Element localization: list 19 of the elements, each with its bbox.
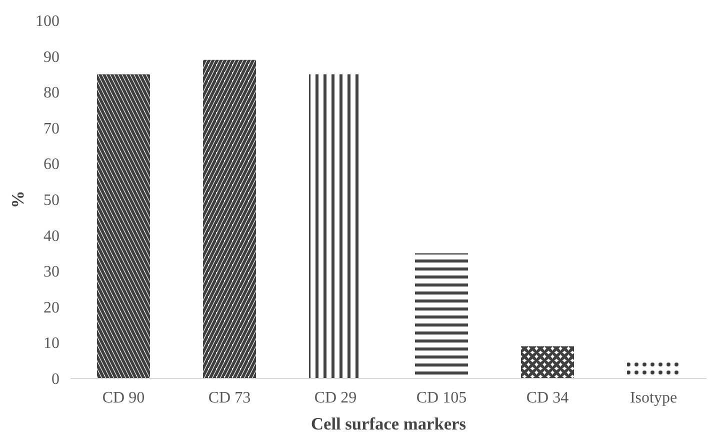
x-tick-label: CD 105 (416, 390, 467, 406)
y-axis-title: % (8, 190, 28, 208)
x-tick-label: CD 90 (102, 390, 145, 406)
y-tick-label: 70 (44, 120, 60, 138)
y-tick-label: 90 (44, 48, 60, 66)
x-tick-label: Isotype (630, 390, 678, 406)
y-tick-label: 80 (44, 84, 60, 102)
x-tick-label: CD 34 (526, 390, 569, 406)
y-tick-label: 100 (36, 13, 60, 30)
x-axis-title: Cell surface markers (311, 414, 466, 434)
x-tick-label: CD 29 (314, 390, 357, 406)
y-tick-label: 30 (44, 264, 60, 281)
y-tick-label: 10 (44, 335, 60, 352)
y-tick-label: 40 (44, 228, 60, 245)
x-tick-label: CD 73 (208, 390, 251, 406)
y-tick-label: 0 (52, 371, 60, 388)
y-tick-label: 60 (44, 156, 60, 174)
y-tick-label: 50 (44, 192, 60, 209)
y-tick-label: 20 (44, 299, 60, 316)
